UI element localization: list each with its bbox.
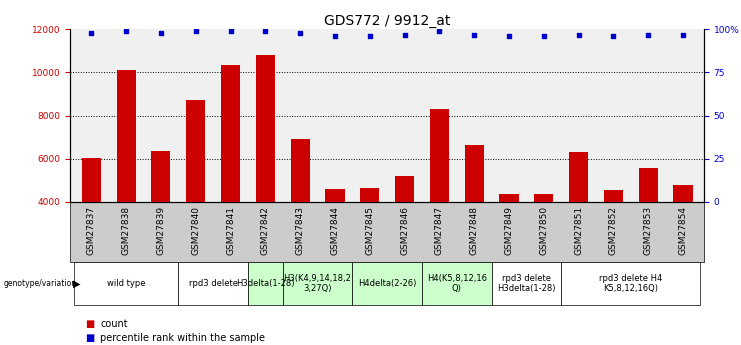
Text: rpd3 delete: rpd3 delete <box>189 279 238 288</box>
Bar <box>82 158 101 288</box>
Point <box>120 28 132 34</box>
Text: rpd3 delete H4
K5,8,12,16Q): rpd3 delete H4 K5,8,12,16Q) <box>599 274 662 294</box>
Point <box>399 32 411 37</box>
Point <box>259 28 271 34</box>
Bar <box>221 65 240 288</box>
Bar <box>430 109 449 288</box>
Bar <box>639 168 658 288</box>
Point <box>608 33 619 39</box>
Point <box>329 33 341 39</box>
Point <box>503 33 515 39</box>
Bar <box>290 139 310 288</box>
Bar <box>534 194 554 288</box>
Point <box>573 32 585 37</box>
Point <box>677 32 689 37</box>
Text: ■: ■ <box>85 319 94 329</box>
Point <box>190 28 202 34</box>
Bar <box>116 70 136 288</box>
Text: H4delta(2-26): H4delta(2-26) <box>358 279 416 288</box>
Bar <box>465 145 484 288</box>
Point <box>433 28 445 34</box>
Title: GDS772 / 9912_at: GDS772 / 9912_at <box>324 14 451 28</box>
Text: genotype/variation: genotype/variation <box>4 279 77 288</box>
Bar <box>325 189 345 288</box>
Point <box>85 30 97 36</box>
Bar <box>395 176 414 288</box>
Bar <box>360 188 379 288</box>
Text: percentile rank within the sample: percentile rank within the sample <box>100 333 265 343</box>
Text: ▶: ▶ <box>73 279 80 289</box>
Bar <box>256 55 275 288</box>
Text: wild type: wild type <box>107 279 145 288</box>
Point <box>538 33 550 39</box>
Text: H3delta(1-28): H3delta(1-28) <box>236 279 295 288</box>
Point <box>294 30 306 36</box>
Bar <box>499 194 519 288</box>
Text: H3(K4,9,14,18,2
3,27Q): H3(K4,9,14,18,2 3,27Q) <box>284 274 351 294</box>
Text: H4(K5,8,12,16
Q): H4(K5,8,12,16 Q) <box>427 274 487 294</box>
Bar <box>604 190 623 288</box>
Bar <box>151 151 170 288</box>
Text: rpd3 delete
H3delta(1-28): rpd3 delete H3delta(1-28) <box>497 274 556 294</box>
Point <box>468 32 480 37</box>
Point <box>225 28 236 34</box>
Point <box>155 30 167 36</box>
Text: ■: ■ <box>85 333 94 343</box>
Text: count: count <box>100 319 127 329</box>
Bar <box>674 185 693 288</box>
Point <box>642 32 654 37</box>
Bar <box>569 152 588 288</box>
Point <box>364 33 376 39</box>
Bar <box>186 100 205 288</box>
